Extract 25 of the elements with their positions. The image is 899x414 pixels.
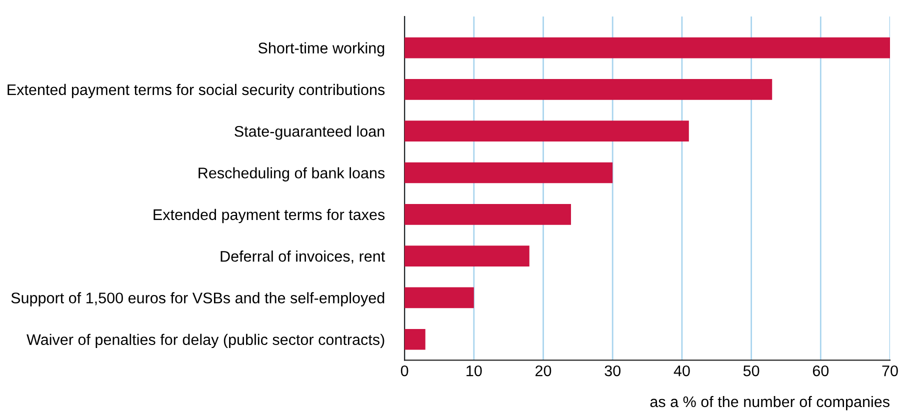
bar — [404, 79, 772, 100]
bar — [404, 287, 474, 308]
bar — [404, 328, 426, 350]
x-tick-label: 40 — [674, 365, 690, 376]
y-tick-label: Short-time working — [258, 42, 384, 57]
y-tick-label: Deferral of invoices, rent — [220, 250, 386, 264]
y-tick-label: Support of 1,500 euros for VSBs and the self-employed — [11, 292, 384, 306]
bar — [404, 162, 613, 184]
bar — [404, 246, 530, 266]
x-tick-label: 70 — [882, 365, 898, 376]
y-tick-label: State-guaranteed loan — [234, 126, 384, 140]
y-tick-label: Extended payment terms for taxes — [154, 208, 385, 224]
x-tick-label: 20 — [536, 365, 552, 376]
x-tick-label: 0 — [400, 365, 408, 376]
y-tick-label: Waiver of penalties for delay (public sector contracts) — [26, 334, 384, 348]
x-tick-label: 60 — [812, 365, 829, 376]
x-axis-title: as a % of the number of companies — [650, 396, 890, 410]
x-tick-label: 10 — [466, 365, 482, 376]
y-tick-label: Extented payment terms for social security contributions — [8, 84, 385, 98]
bar — [404, 204, 571, 225]
bar — [404, 37, 890, 58]
bar — [404, 120, 689, 142]
x-tick-label: 30 — [604, 365, 621, 376]
x-tick-label: 50 — [743, 365, 760, 376]
y-tick-label: Rescheduling of bank loans — [198, 167, 385, 182]
